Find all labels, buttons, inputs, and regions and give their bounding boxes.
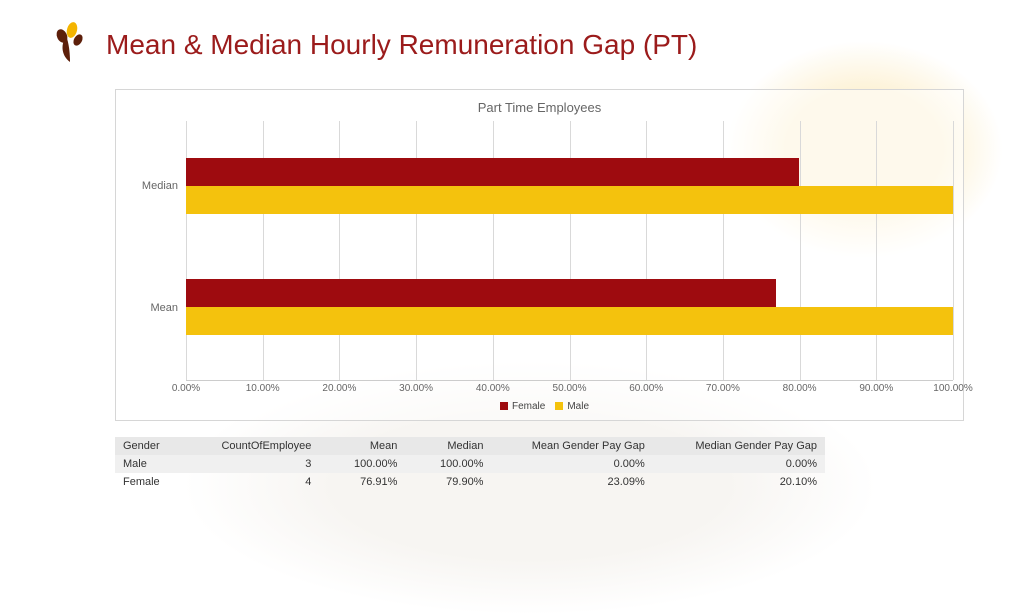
table-row: Male3100.00%100.00%0.00%0.00% (115, 455, 825, 473)
table-row: Female476.91%79.90%23.09%20.10% (115, 473, 825, 491)
chart-xtick: 100.00% (933, 383, 972, 394)
chart-xtick: 20.00% (322, 383, 356, 394)
table-cell: 4 (201, 473, 319, 491)
table-header: CountOfEmployee (201, 437, 319, 455)
chart-ylabel: Mean (150, 302, 178, 314)
table-cell: Female (115, 473, 201, 491)
chart-plot: Median Mean (126, 121, 953, 381)
table-cell: 76.91% (319, 473, 405, 491)
table-header: Mean Gender Pay Gap (491, 437, 652, 455)
wheat-logo-icon (50, 20, 90, 69)
table-cell: 0.00% (653, 455, 825, 473)
page-title: Mean & Median Hourly Remuneration Gap (P… (106, 29, 697, 61)
table-header: Median (405, 437, 491, 455)
chart-xtick: 90.00% (859, 383, 893, 394)
table-cell: 3 (201, 455, 319, 473)
header: Mean & Median Hourly Remuneration Gap (P… (0, 0, 1024, 69)
table-cell: 100.00% (405, 455, 491, 473)
chart-xtick: 10.00% (246, 383, 280, 394)
table-cell: 0.00% (491, 455, 652, 473)
table-cell: 100.00% (319, 455, 405, 473)
legend-swatch (500, 402, 508, 410)
chart-xtick: 60.00% (629, 383, 663, 394)
chart-xtick: 70.00% (706, 383, 740, 394)
chart-xtick: 40.00% (476, 383, 510, 394)
chart-bar (186, 186, 953, 214)
table-cell: Male (115, 455, 201, 473)
chart-bar (186, 158, 799, 186)
chart-xtick: 50.00% (553, 383, 587, 394)
chart-ylabel: Median (142, 180, 178, 192)
table-header: Gender (115, 437, 201, 455)
chart-panel: Part Time Employees Median Mean 0.00% 10.0… (115, 89, 964, 421)
table-header: Median Gender Pay Gap (653, 437, 825, 455)
table-header: Mean (319, 437, 405, 455)
legend-label: Female (512, 401, 545, 412)
chart-xtick: 80.00% (783, 383, 817, 394)
chart-legend: Female Male (126, 401, 953, 412)
legend-swatch (555, 402, 563, 410)
chart-bar (186, 279, 776, 307)
chart-bar (186, 307, 953, 335)
chart-xaxis: 0.00%10.00%20.00%30.00%40.00%50.00%60.00… (186, 381, 953, 395)
data-table: GenderCountOfEmployeeMeanMedianMean Gend… (115, 437, 825, 491)
chart-title: Part Time Employees (126, 100, 953, 115)
table-cell: 79.90% (405, 473, 491, 491)
chart-xtick: 30.00% (399, 383, 433, 394)
chart-xtick: 0.00% (172, 383, 200, 394)
table-cell: 20.10% (653, 473, 825, 491)
legend-label: Male (567, 401, 589, 412)
table-cell: 23.09% (491, 473, 652, 491)
